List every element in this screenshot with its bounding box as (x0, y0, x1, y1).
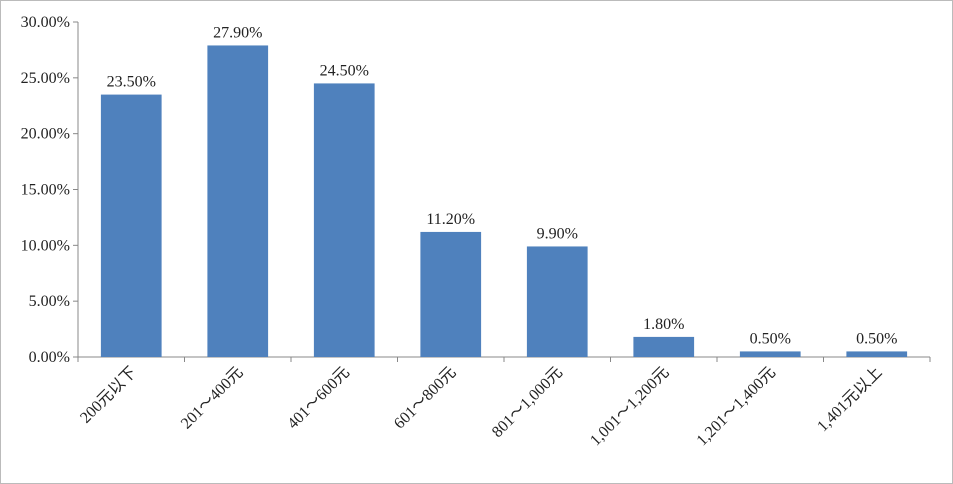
y-tick-label: 15.00% (21, 182, 70, 199)
bar (207, 45, 269, 357)
y-tick-label: 20.00% (21, 126, 70, 143)
value-label: 0.50% (750, 330, 791, 347)
value-label: 11.20% (426, 211, 475, 228)
bar (739, 351, 801, 357)
bar (633, 336, 695, 357)
value-label: 23.50% (107, 74, 156, 91)
y-tick-label: 25.00% (21, 70, 70, 87)
y-tick-label: 0.00% (29, 349, 70, 366)
bar (100, 94, 162, 357)
bar (420, 231, 482, 357)
y-tick-label: 10.00% (21, 237, 70, 254)
bar (846, 351, 908, 357)
value-label: 9.90% (537, 225, 578, 242)
value-label: 1.80% (643, 316, 684, 333)
value-label: 24.50% (320, 62, 369, 79)
y-tick-label: 30.00% (21, 14, 70, 31)
y-tick-label: 5.00% (29, 293, 70, 310)
bar (526, 246, 588, 357)
bar (313, 83, 375, 358)
value-label: 27.90% (213, 24, 262, 41)
value-label: 0.50% (856, 330, 897, 347)
